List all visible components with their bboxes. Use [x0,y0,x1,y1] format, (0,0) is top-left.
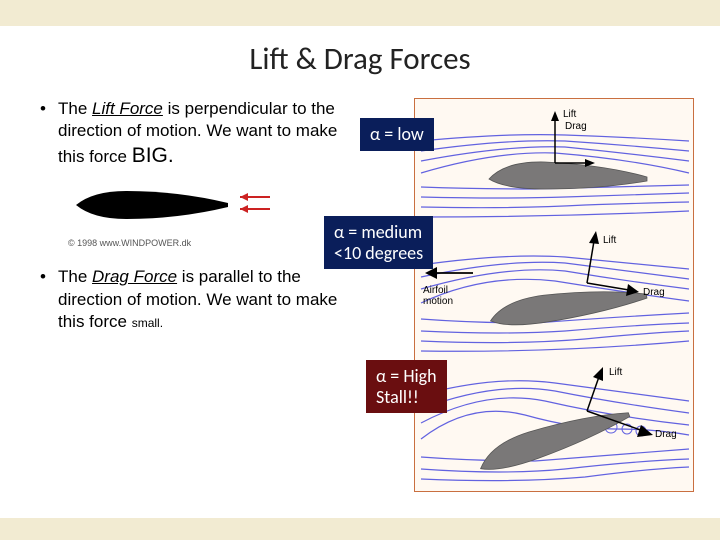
drag-label: Drag [643,287,665,298]
alpha-low-badge: α = low [360,118,434,151]
badge-text: Stall!! [376,386,419,408]
badge-text: α = low [370,123,424,145]
bullet-marker: • [40,266,58,332]
lift-term: Lift Force [92,99,163,118]
alpha-high-badge: α = High Stall!! [366,360,447,413]
lift-label: Lift [609,367,623,378]
bottom-accent-bar [0,518,720,540]
drag-label: Drag [565,121,587,132]
right-column: α = low α = medium <10 degrees α = High … [346,98,688,343]
bullet-drag-text: The Drag Force is parallel to the direct… [58,266,340,332]
bullet-lift-text: The Lift Force is perpendicular to the d… [58,98,340,169]
bullet-marker: • [40,98,58,169]
top-accent-bar [0,0,720,26]
bullet-drag: • The Drag Force is parallel to the dire… [40,266,340,332]
badge-text: <10 degrees [334,242,423,264]
small-word: small. [132,316,163,330]
badge-text: α = medium [334,221,422,243]
text-fragment: The [58,267,92,286]
slide-title: Lift & Drag Forces [0,40,720,78]
lift-label: Lift [563,109,577,120]
small-airfoil-diagram [68,183,340,232]
flow-diagram-svg: Lift Drag [415,99,693,491]
motion-label: motion [423,296,453,307]
content-area: • The Lift Force is perpendicular to the… [0,98,720,343]
motion-label: Airfoil [423,285,448,296]
drag-label: Drag [655,429,677,440]
bullet-lift: • The Lift Force is perpendicular to the… [40,98,340,169]
copyright-text: © 1998 www.WINDPOWER.dk [68,238,340,248]
left-column: • The Lift Force is perpendicular to the… [40,98,340,343]
big-word: BIG. [132,144,174,167]
badge-text: α = High [376,365,437,387]
airfoil-diagram-panel: Lift Drag [414,98,694,492]
lift-label: Lift [603,235,617,246]
drag-term: Drag Force [92,267,177,286]
text-fragment: The [58,99,92,118]
alpha-medium-badge: α = medium <10 degrees [324,216,433,269]
